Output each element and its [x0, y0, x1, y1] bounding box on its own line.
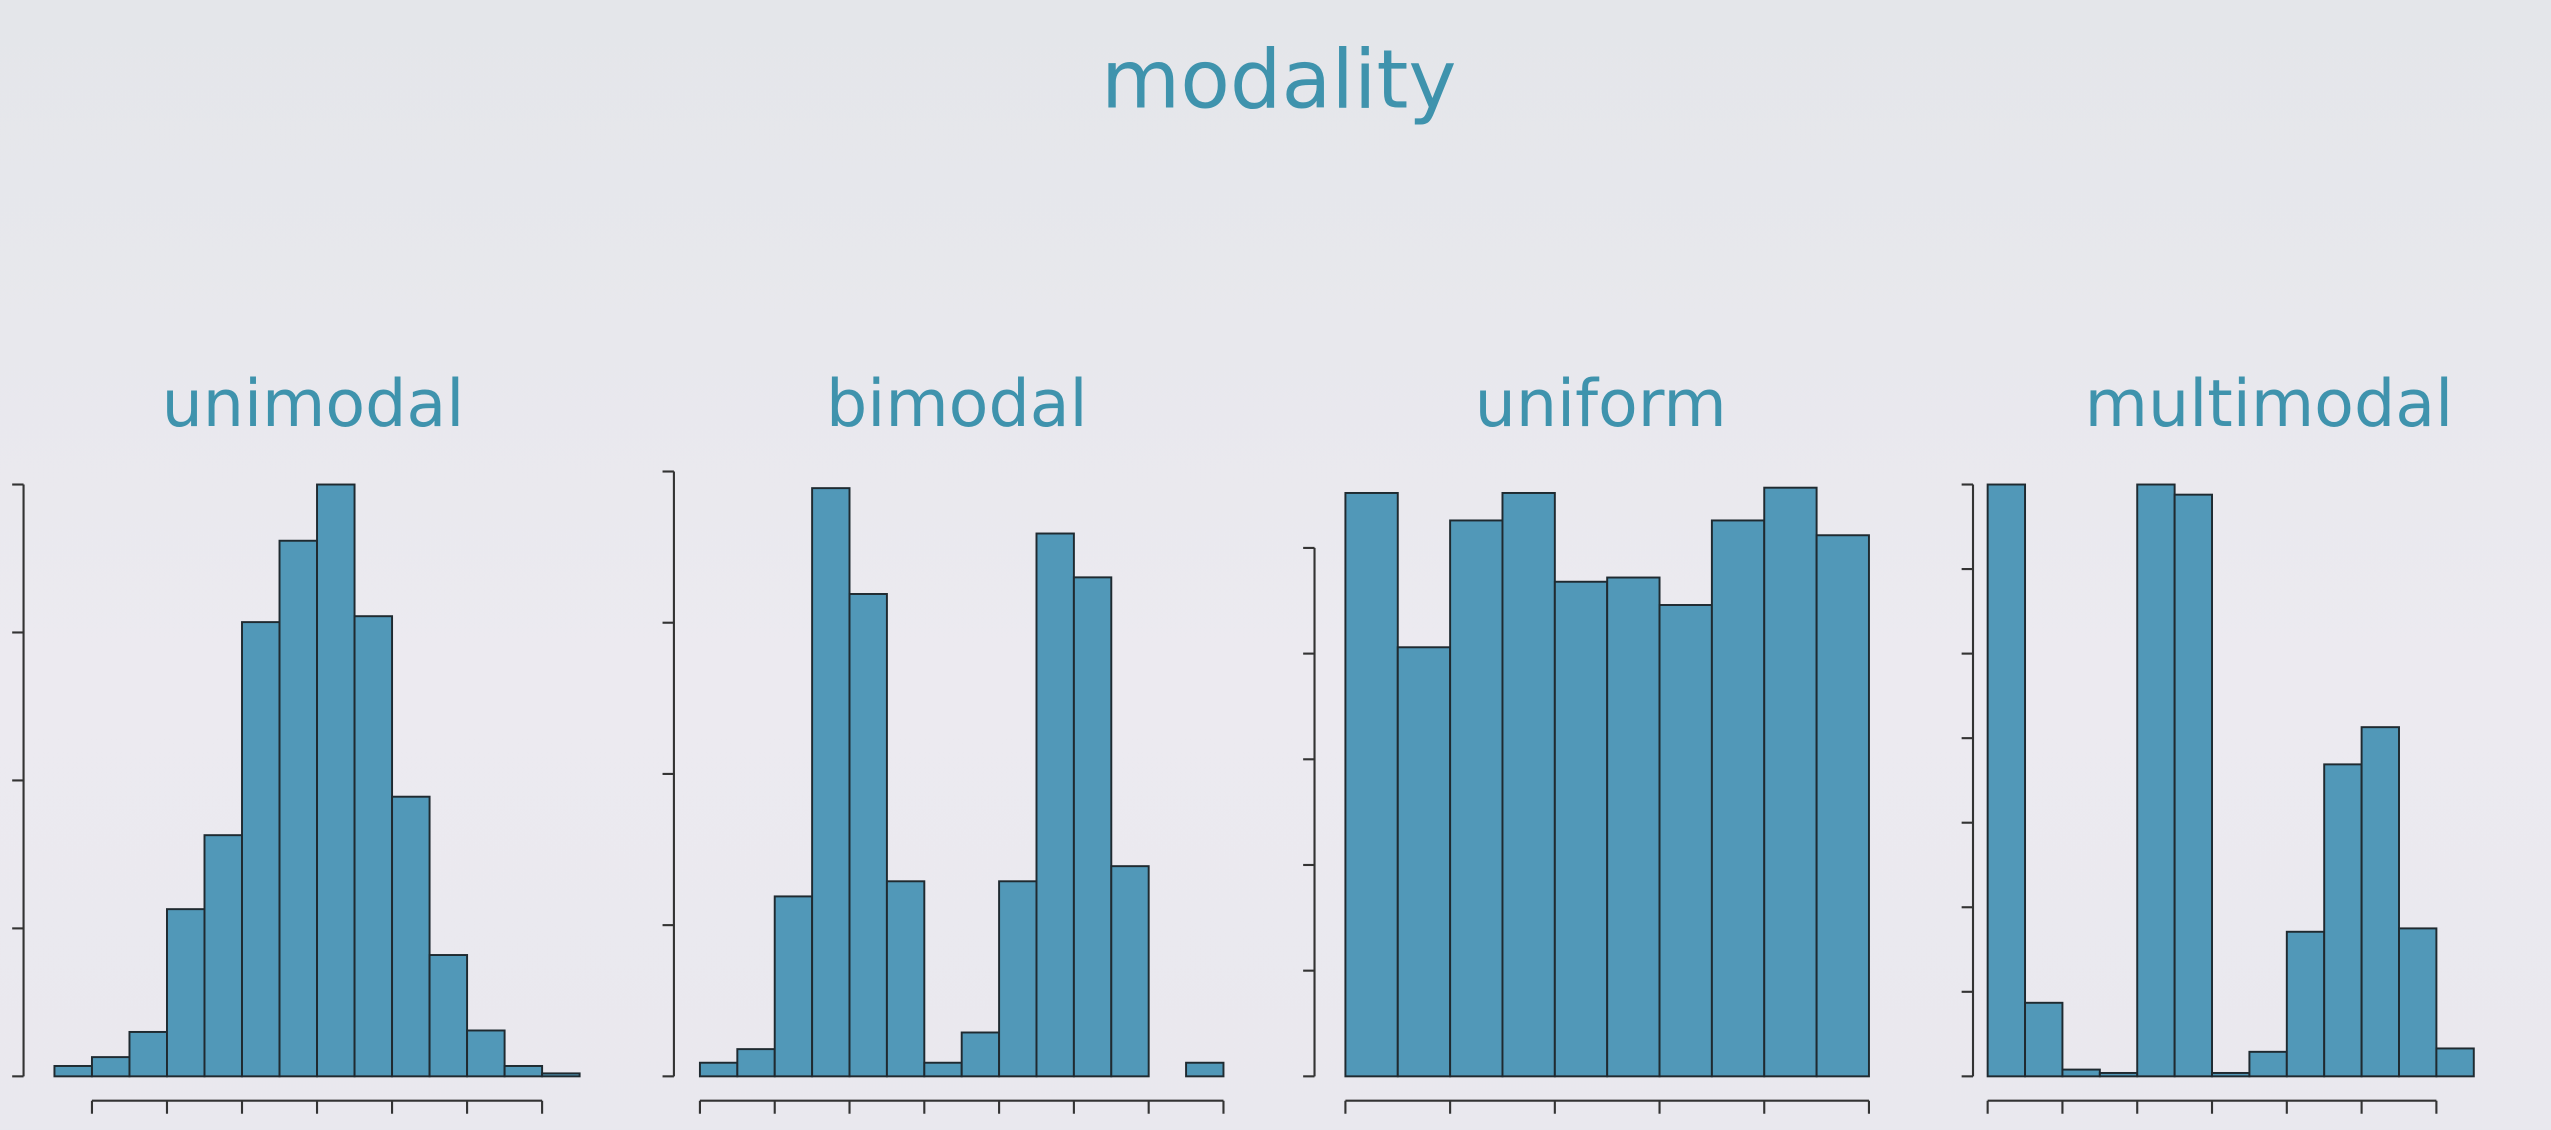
- histogram-bar: [698, 1061, 739, 1078]
- histogram-bar: [466, 1029, 506, 1078]
- histogram-bar: [2435, 1047, 2475, 1078]
- histogram-bar: [1553, 580, 1609, 1078]
- chart-title: unimodal: [162, 367, 465, 442]
- histogram-bar: [428, 954, 469, 1078]
- histogram-bar: [1606, 576, 1661, 1078]
- histogram-bar: [1110, 865, 1150, 1078]
- slide-title: modality: [1101, 33, 1456, 127]
- histogram-bar: [1658, 604, 1713, 1078]
- histogram-bar: [203, 834, 243, 1078]
- histogram-bar: [166, 908, 206, 1078]
- histogram-bar: [885, 880, 926, 1078]
- histogram-bar: [316, 483, 356, 1078]
- histogram-bar: [960, 1031, 1001, 1078]
- histogram-bar: [2098, 1071, 2139, 1078]
- chart-title: bimodal: [826, 367, 1088, 442]
- histogram-bar: [503, 1065, 544, 1078]
- histogram-bar: [923, 1061, 963, 1078]
- histogram-bar: [90, 1056, 131, 1078]
- histogram-bar: [2285, 930, 2326, 1078]
- chart-title: uniform: [1475, 367, 1727, 442]
- chart-title: multimodal: [2085, 367, 2453, 442]
- histogram-bar: [1396, 646, 1452, 1078]
- histogram-bar: [1815, 534, 1870, 1078]
- histogram-bar: [1710, 519, 1766, 1078]
- histogram-bar: [2398, 927, 2438, 1078]
- histogram-bar: [541, 1072, 581, 1078]
- histogram-bar: [2173, 493, 2213, 1078]
- histogram-bar: [1072, 576, 1113, 1078]
- histogram-bar: [773, 895, 814, 1078]
- histogram-bar: [2061, 1068, 2101, 1078]
- histogram-bar: [53, 1065, 93, 1078]
- histogram-bar: [998, 880, 1038, 1078]
- histogram-bar: [2024, 1001, 2064, 1078]
- histogram-bar: [241, 621, 281, 1078]
- histogram-bar: [1344, 491, 1399, 1078]
- histogram-bar: [2248, 1050, 2288, 1078]
- histogram-bar: [2360, 726, 2400, 1078]
- histogram-bar: [1501, 491, 1556, 1078]
- histogram-bar: [1449, 519, 1504, 1078]
- histogram-bar: [353, 615, 394, 1078]
- histogram-bar: [1986, 483, 2027, 1078]
- histogram-bar: [2323, 763, 2363, 1078]
- histogram-bar: [811, 487, 851, 1078]
- histogram-bar: [2211, 1071, 2251, 1078]
- histogram-bar: [1035, 532, 1075, 1078]
- histogram-bar: [278, 539, 319, 1078]
- histogram-bar: [391, 795, 431, 1078]
- histogram-bar: [128, 1030, 168, 1078]
- histogram-bar: [1763, 486, 1818, 1078]
- histogram-bar: [848, 593, 888, 1078]
- histogram-bar: [1185, 1061, 1225, 1078]
- histogram-bar: [2136, 483, 2176, 1078]
- histogram-bar: [736, 1048, 776, 1078]
